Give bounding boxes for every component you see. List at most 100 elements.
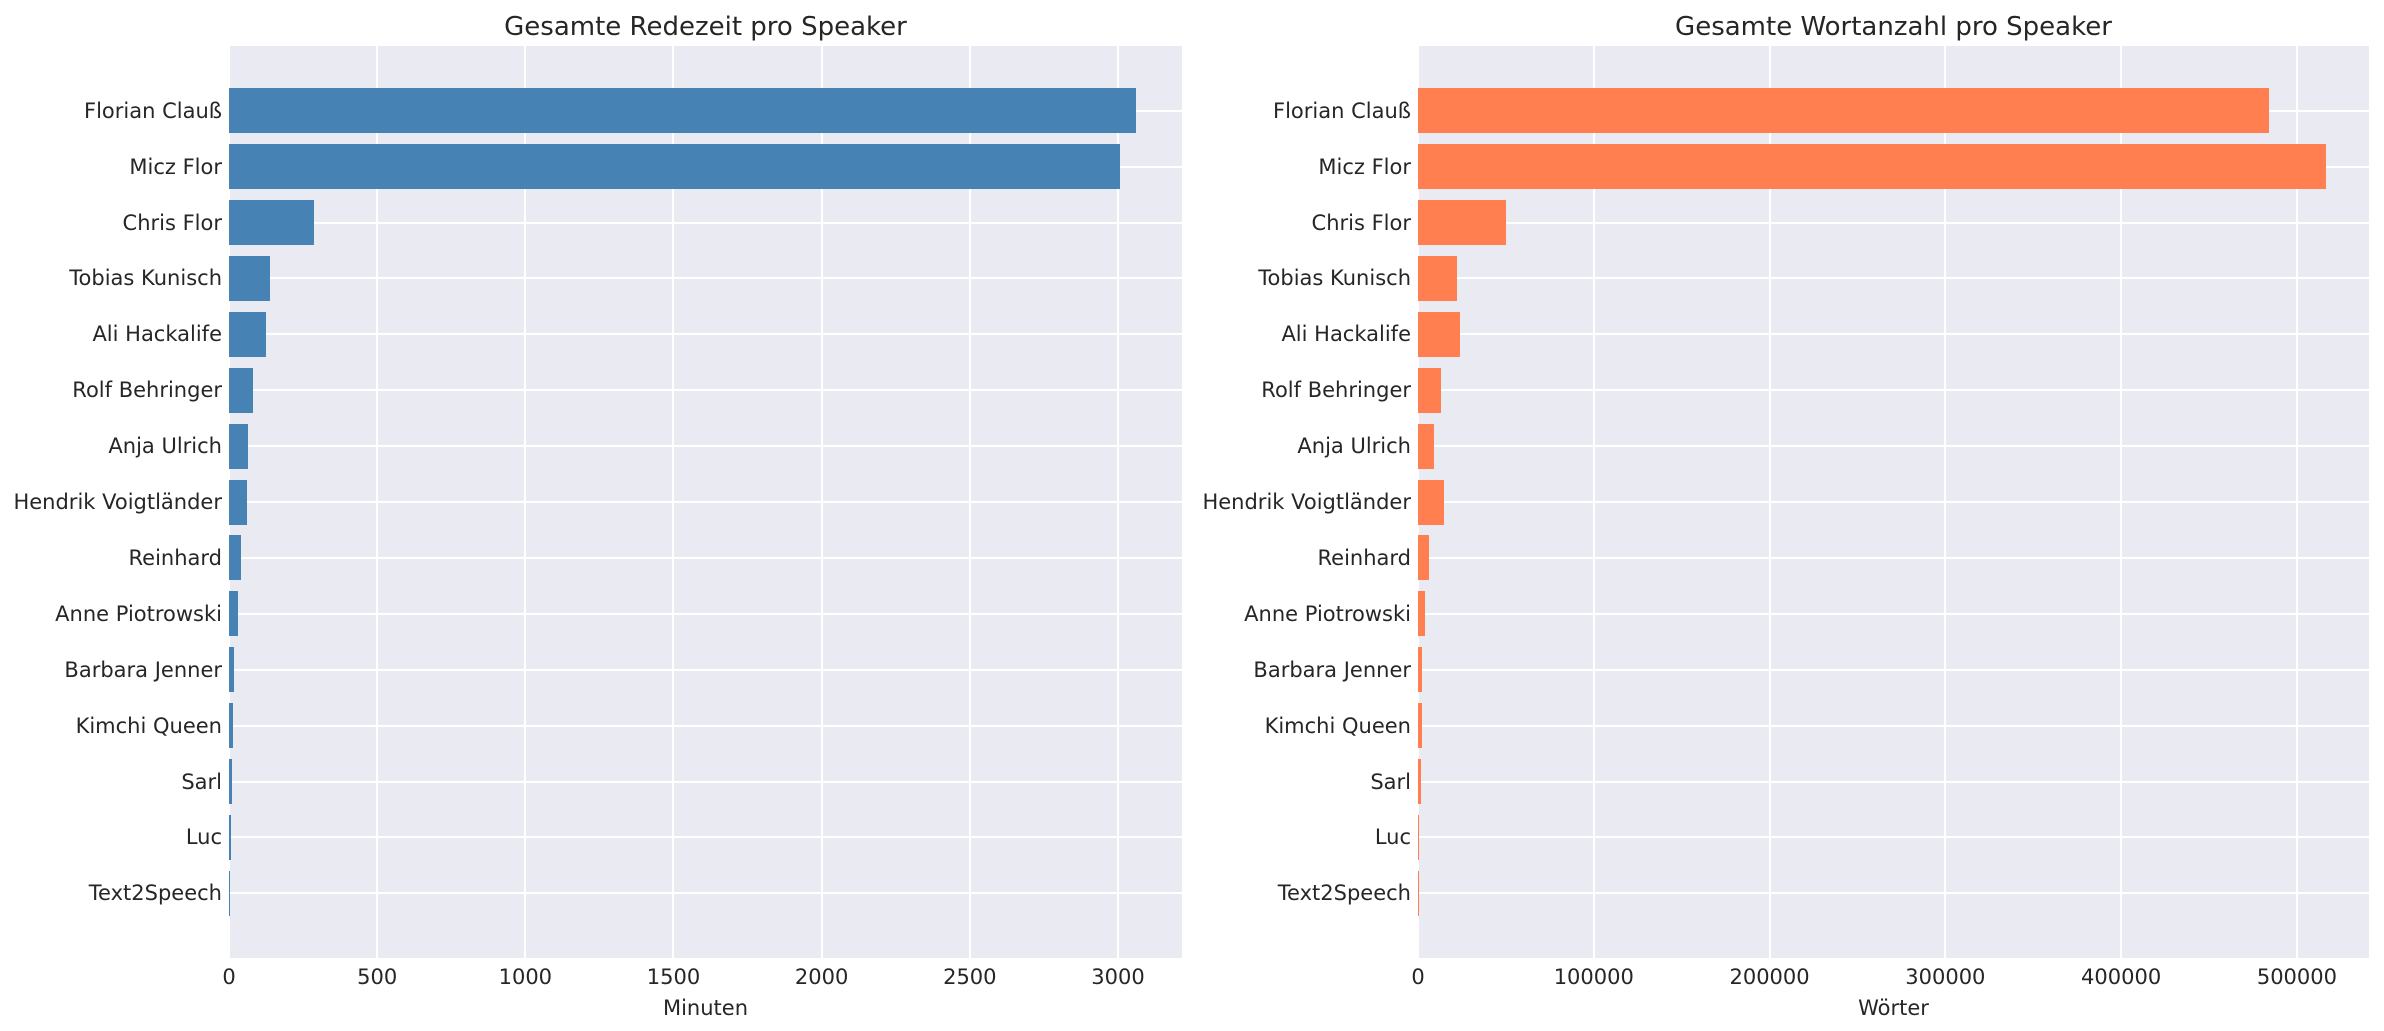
x-tick-label: 1500: [646, 965, 701, 989]
bar: [1418, 759, 1422, 804]
x-tick-label: 300000: [1905, 965, 1986, 989]
h-gridline: [229, 277, 1182, 280]
bar: [229, 647, 234, 693]
bar: [229, 367, 254, 413]
chart-title-redezeit: Gesamte Redezeit pro Speaker: [504, 12, 907, 42]
x-tick-label: 0: [222, 965, 236, 989]
bar: [1418, 814, 1420, 860]
h-gridline: [1418, 724, 2369, 727]
bar: [229, 423, 249, 469]
y-tick-label: Tobias Kunisch: [1258, 266, 1411, 291]
bar: [229, 703, 233, 749]
y-tick-label: Anja Ulrich: [108, 434, 222, 459]
h-gridline: [1418, 892, 2369, 895]
y-tick-label: Text2Speech: [88, 881, 222, 906]
h-gridline: [1418, 221, 2369, 224]
bar: [1418, 88, 2269, 134]
chart-redezeit: Gesamte Redezeit pro Speaker Minuten 0 50…: [13, 12, 1182, 1020]
h-gridline: [229, 389, 1182, 392]
bar: [229, 255, 271, 301]
h-gridline: [1418, 836, 2369, 839]
bar: [1418, 647, 1423, 693]
bar: [229, 144, 1121, 190]
bar: [1418, 535, 1429, 581]
bar: [1418, 367, 1442, 413]
x-axis-label-woerter: Wörter: [1858, 996, 1929, 1020]
plot-area-redezeit: [229, 46, 1182, 958]
h-gridline: [229, 221, 1182, 224]
h-gridline: [229, 445, 1182, 448]
bar: [1418, 255, 1458, 301]
h-gridline: [229, 780, 1182, 783]
x-tick-label: 500: [357, 965, 398, 989]
plot-area-wortanzahl: [1418, 46, 2369, 958]
y-tick-label: Tobias Kunisch: [69, 266, 222, 291]
y-tick-label: Text2Speech: [1277, 881, 1411, 906]
chart-title-wortanzahl: Gesamte Wortanzahl pro Speaker: [1675, 12, 2112, 42]
h-gridline: [1418, 668, 2369, 671]
y-tick-label: Micz Flor: [129, 154, 222, 179]
h-gridline: [1418, 333, 2369, 336]
x-tick-label: 1000: [498, 965, 553, 989]
h-gridline: [1418, 612, 2369, 615]
y-tick-label: Rolf Behringer: [72, 378, 222, 403]
bar: [1418, 200, 1507, 245]
chart-wortanzahl: Gesamte Wortanzahl pro Speaker Wörter 0 1…: [1192, 0, 2384, 1031]
bar: [1418, 423, 1434, 469]
bar: [229, 535, 242, 581]
y-tick-label: Micz Flor: [1318, 154, 1411, 179]
h-gridline: [229, 836, 1182, 839]
y-tick-label: Anja Ulrich: [1297, 434, 1411, 459]
bar: [229, 200, 315, 245]
x-tick-label: 2000: [794, 965, 849, 989]
y-tick-label: Kimchi Queen: [75, 713, 222, 738]
y-tick-label: Rolf Behringer: [1261, 378, 1411, 403]
y-tick-label: Hendrik Voigtländer: [1202, 490, 1411, 514]
y-tick-label: Sarl: [1370, 769, 1411, 794]
y-tick-label: Ali Hackalife: [1281, 322, 1411, 347]
x-tick-label: 100000: [1553, 965, 1634, 989]
h-gridline: [229, 333, 1182, 336]
y-tick-label: Luc: [185, 825, 222, 850]
y-tick-label: Luc: [1374, 825, 1411, 850]
h-gridline: [1418, 445, 2369, 448]
h-gridline: [229, 892, 1182, 895]
h-gridline: [1418, 501, 2369, 503]
h-gridline: [229, 668, 1182, 671]
h-gridline: [1418, 389, 2369, 392]
y-tick-label: Reinhard: [1317, 545, 1412, 570]
y-tick-label: Florian Clauß: [84, 98, 222, 123]
y-tick-label: Hendrik Voigtländer: [13, 490, 222, 514]
x-tick-label: 0: [1411, 965, 1425, 989]
bar: [1418, 591, 1425, 637]
h-gridline: [229, 556, 1182, 559]
y-tick-label: Barbara Jenner: [1253, 657, 1411, 682]
bar: [229, 591, 238, 637]
bar: [229, 759, 233, 804]
y-tick-label: Reinhard: [128, 545, 223, 570]
bar: [1418, 144, 2326, 190]
y-tick-label: Anne Piotrowski: [1244, 601, 1411, 626]
y-tick-label: Sarl: [181, 769, 222, 794]
x-tick-label: 3000: [1091, 965, 1145, 989]
y-tick-label: Chris Flor: [122, 210, 222, 235]
h-gridline: [229, 612, 1182, 615]
bar: [229, 311, 266, 357]
bar: [1418, 311, 1461, 357]
x-tick-label: 2500: [943, 965, 997, 989]
h-gridline: [229, 724, 1182, 727]
h-gridline: [229, 501, 1182, 503]
h-gridline: [1418, 780, 2369, 783]
y-tick-label: Anne Piotrowski: [55, 601, 222, 626]
y-tick-label: Ali Hackalife: [92, 322, 222, 347]
bar: [229, 88, 1137, 134]
bar: [1418, 479, 1444, 525]
x-tick-label: 500000: [2256, 965, 2337, 989]
y-tick-label: Florian Clauß: [1273, 98, 1411, 123]
y-tick-label: Kimchi Queen: [1264, 713, 1411, 738]
x-axis-label-minuten: Minuten: [662, 996, 749, 1020]
y-tick-label: Barbara Jenner: [64, 657, 222, 682]
bar: [1418, 703, 1422, 749]
x-tick-label: 200000: [1729, 965, 1810, 989]
